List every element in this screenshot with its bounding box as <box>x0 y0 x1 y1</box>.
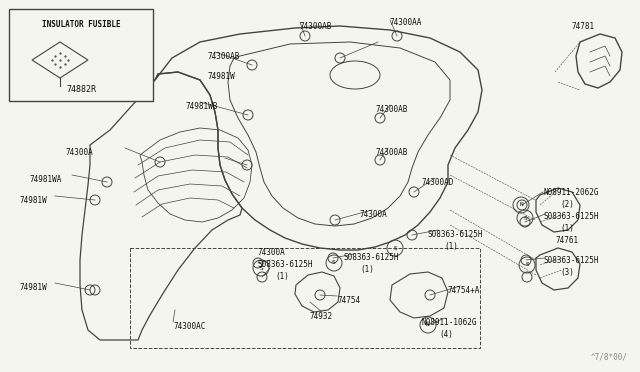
Text: S08363-6125H: S08363-6125H <box>343 253 399 262</box>
Text: S: S <box>259 266 263 270</box>
Text: 74300AB: 74300AB <box>300 22 332 31</box>
Text: INSULATOR FUSIBLE: INSULATOR FUSIBLE <box>42 20 120 29</box>
Text: S08363-6125H: S08363-6125H <box>543 256 598 265</box>
Text: S: S <box>525 263 529 267</box>
Text: 74981W: 74981W <box>208 72 236 81</box>
Text: (1): (1) <box>275 272 289 281</box>
Text: (1): (1) <box>360 265 374 274</box>
Text: 74300A: 74300A <box>258 248 285 257</box>
Text: (1): (1) <box>444 242 458 251</box>
Text: ^7/8*00/: ^7/8*00/ <box>591 353 628 362</box>
Text: (3): (3) <box>560 268 574 277</box>
Text: 74300AB: 74300AB <box>376 105 408 114</box>
Text: 74781: 74781 <box>572 22 595 31</box>
Text: S: S <box>393 246 397 250</box>
Text: N: N <box>519 202 523 208</box>
Text: 74981WA: 74981WA <box>30 175 62 184</box>
Text: 74300A: 74300A <box>360 210 388 219</box>
Text: 74761: 74761 <box>556 236 579 245</box>
Text: 74300AA: 74300AA <box>390 18 422 27</box>
Text: S08363-6125H: S08363-6125H <box>258 260 314 269</box>
Text: N08911-2062G: N08911-2062G <box>543 188 598 197</box>
Text: N08911-1062G: N08911-1062G <box>422 318 477 327</box>
Text: 74932: 74932 <box>310 312 333 321</box>
Text: 74300AD: 74300AD <box>421 178 453 187</box>
Text: S08363-6125H: S08363-6125H <box>543 212 598 221</box>
Text: 74981WB: 74981WB <box>186 102 218 111</box>
Text: S: S <box>523 215 527 221</box>
Text: 74300A: 74300A <box>65 148 93 157</box>
Text: (4): (4) <box>439 330 453 339</box>
Text: N: N <box>426 323 430 327</box>
Text: S08363-6125H: S08363-6125H <box>427 230 483 239</box>
Text: 74300AC: 74300AC <box>173 322 205 331</box>
Text: 74300AB: 74300AB <box>207 52 239 61</box>
Text: 74300AB: 74300AB <box>376 148 408 157</box>
Text: (1): (1) <box>560 224 574 233</box>
FancyBboxPatch shape <box>9 9 153 101</box>
Text: 74882R: 74882R <box>66 86 96 94</box>
Text: 74981W: 74981W <box>20 283 48 292</box>
Text: 74754: 74754 <box>337 296 360 305</box>
Text: 74754+A: 74754+A <box>448 286 481 295</box>
Text: 74981W: 74981W <box>20 196 48 205</box>
Text: S: S <box>332 260 336 266</box>
Text: (2): (2) <box>560 200 574 209</box>
